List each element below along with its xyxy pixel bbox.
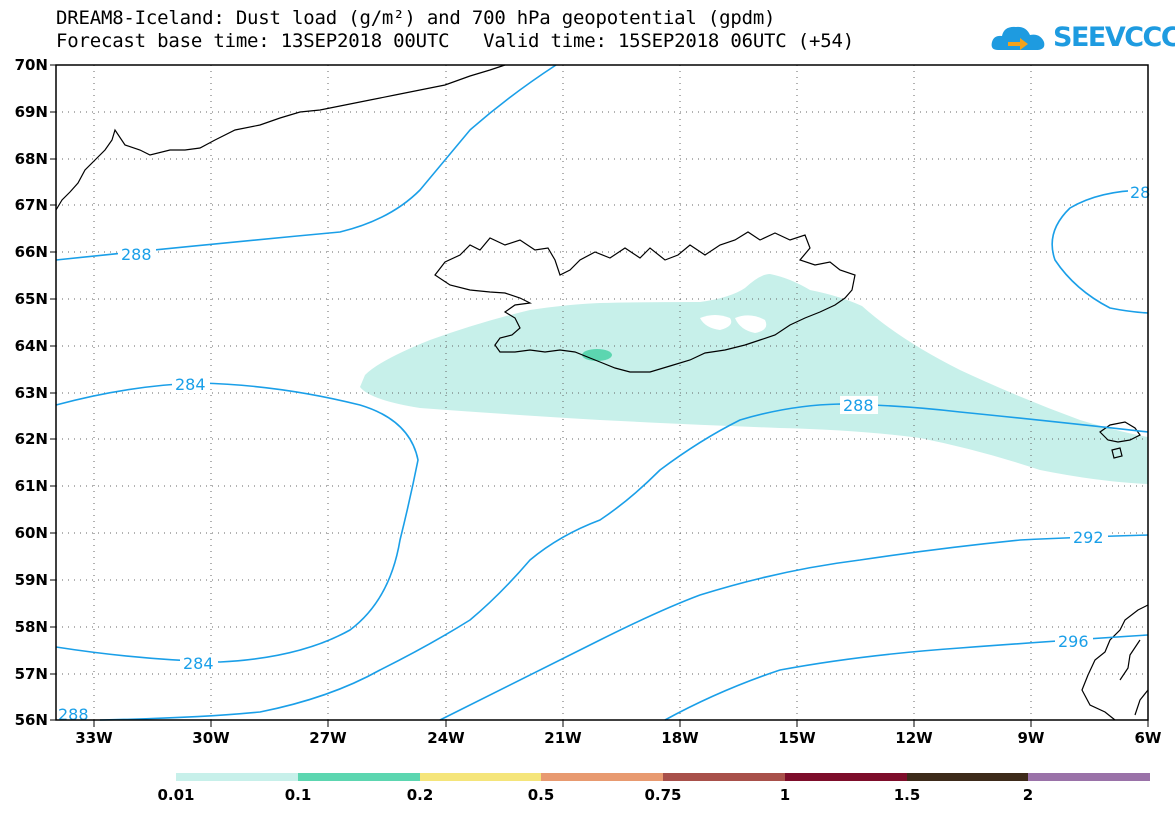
colorbar-label: 2 xyxy=(1022,786,1034,804)
tick-marks xyxy=(50,64,1149,727)
contour-label: 288 xyxy=(843,396,874,415)
greenland-coast xyxy=(55,64,506,211)
lon-label: 27W xyxy=(309,729,347,747)
chart-title: DREAM8-Iceland: Dust load (g/m²) and 700… xyxy=(56,7,776,29)
lat-label: 64N xyxy=(14,337,48,355)
lat-label: 69N xyxy=(14,103,48,121)
faroes-coast xyxy=(1099,421,1141,459)
colorbar-swatch xyxy=(663,773,785,781)
colorbar-label: 1.5 xyxy=(893,786,921,804)
lon-label: 21W xyxy=(544,729,582,747)
colorbar-swatch xyxy=(907,773,1028,781)
lon-label: 30W xyxy=(192,729,230,747)
contour-288-central xyxy=(99,403,1149,721)
contour-label: 292 xyxy=(1073,528,1104,547)
colorbar-swatch xyxy=(541,773,663,781)
contour-288-north xyxy=(55,64,557,261)
lat-label: 58N xyxy=(14,618,48,636)
colorbar-label: 0.5 xyxy=(527,786,555,804)
contour-296 xyxy=(664,634,1149,721)
colorbar-swatch xyxy=(176,773,298,781)
iceland-coast xyxy=(434,231,856,373)
contour-label: 284 xyxy=(183,654,214,673)
colorbar-label: 0.01 xyxy=(157,786,195,804)
colorbar-label: 0.75 xyxy=(644,786,682,804)
map-grid xyxy=(56,65,1148,720)
lat-label: 62N xyxy=(14,430,48,448)
colorbar-swatch xyxy=(298,773,420,781)
contour-label: 288 xyxy=(58,705,89,724)
colorbar xyxy=(176,773,1150,781)
dust-gap-1 xyxy=(700,315,732,330)
contour-292 xyxy=(439,534,1149,721)
lon-label: 33W xyxy=(75,729,113,747)
lat-label: 67N xyxy=(14,196,48,214)
lon-label: 18W xyxy=(661,729,699,747)
lat-label: 57N xyxy=(14,665,48,683)
lat-label: 70N xyxy=(14,56,48,74)
lat-label: 63N xyxy=(14,384,48,402)
coastlines xyxy=(55,64,1149,721)
contour-label: 288 xyxy=(121,245,152,264)
colorbar-swatch xyxy=(1028,773,1150,781)
colorbar-swatch xyxy=(420,773,541,781)
chart-subtitle: Forecast base time: 13SEP2018 00UTC Vali… xyxy=(56,30,854,52)
lat-label: 59N xyxy=(14,571,48,589)
contour-28-east xyxy=(1051,189,1149,314)
lat-label: 56N xyxy=(14,711,48,729)
lat-label: 66N xyxy=(14,243,48,261)
lat-label: 61N xyxy=(14,477,48,495)
colorbar-label: 0.1 xyxy=(284,786,312,804)
lon-label: 15W xyxy=(778,729,816,747)
colorbar-label: 1 xyxy=(779,786,791,804)
colorbar-label: 0.2 xyxy=(406,786,434,804)
lon-label: 24W xyxy=(427,729,465,747)
contour-label: 284 xyxy=(175,375,206,394)
lon-label: 6W xyxy=(1134,729,1162,747)
lat-label: 68N xyxy=(14,150,48,168)
colorbar-swatch xyxy=(785,773,907,781)
lon-label: 12W xyxy=(895,729,933,747)
contour-label: 296 xyxy=(1058,632,1089,651)
dust-plume-low xyxy=(360,274,1148,484)
logo-text: SEEVCCC xyxy=(1053,22,1175,53)
lat-label: 65N xyxy=(14,290,48,308)
lon-label: 9W xyxy=(1017,729,1045,747)
dust-plume-mid xyxy=(582,349,612,361)
cloud-arrow-icon xyxy=(991,26,1045,50)
lat-label: 60N xyxy=(14,524,48,542)
contour-label: 28 xyxy=(1130,183,1150,202)
dust-gap-2 xyxy=(735,315,767,333)
scotland-coast xyxy=(1081,604,1149,721)
